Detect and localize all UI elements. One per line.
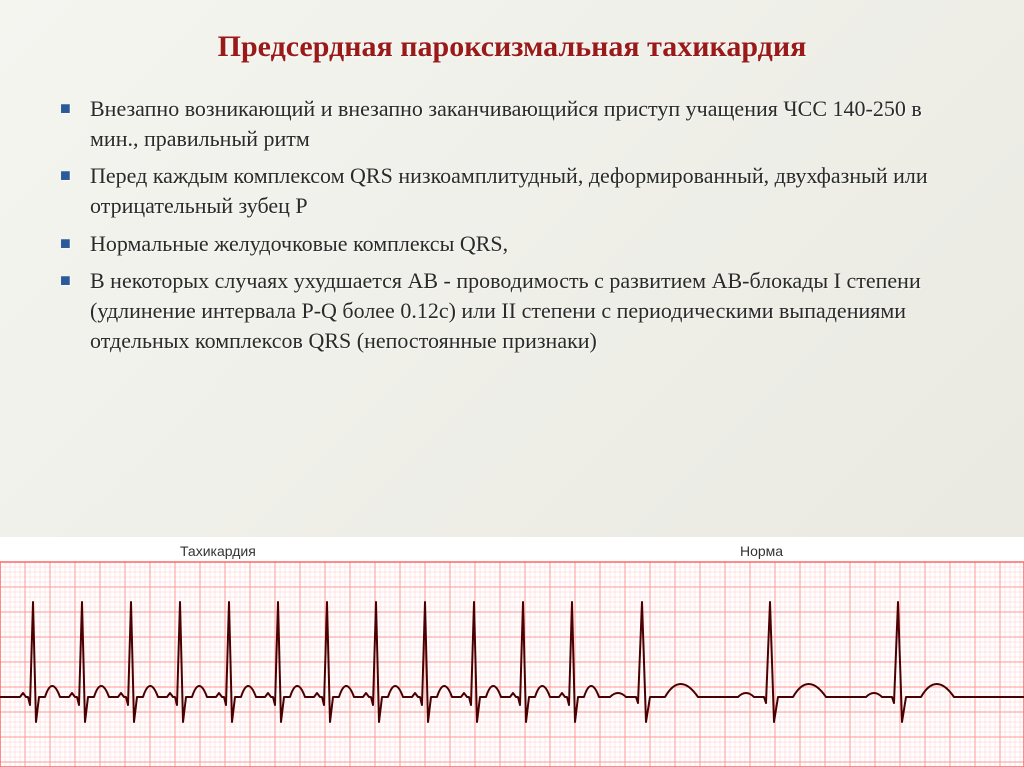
ecg-label-normal: Норма [740, 543, 783, 559]
ecg-label-tachycardia: Тахикардия [180, 543, 256, 559]
bullet-item: Нормальные желудочковые комплексы QRS, [60, 229, 974, 259]
bullet-item: Внезапно возникающий и внезапно заканчив… [60, 94, 974, 153]
bullet-item: В некоторых случаях ухудшается АВ - пров… [60, 266, 974, 355]
bullet-item: Перед каждым комплексом QRS низкоамплиту… [60, 161, 974, 220]
ecg-trace [0, 537, 1024, 767]
ecg-chart: Тахикардия Норма [0, 537, 1024, 767]
bullet-list: Внезапно возникающий и внезапно заканчив… [60, 94, 974, 356]
slide-title: Предсердная пароксизмальная тахикардия [50, 30, 974, 64]
